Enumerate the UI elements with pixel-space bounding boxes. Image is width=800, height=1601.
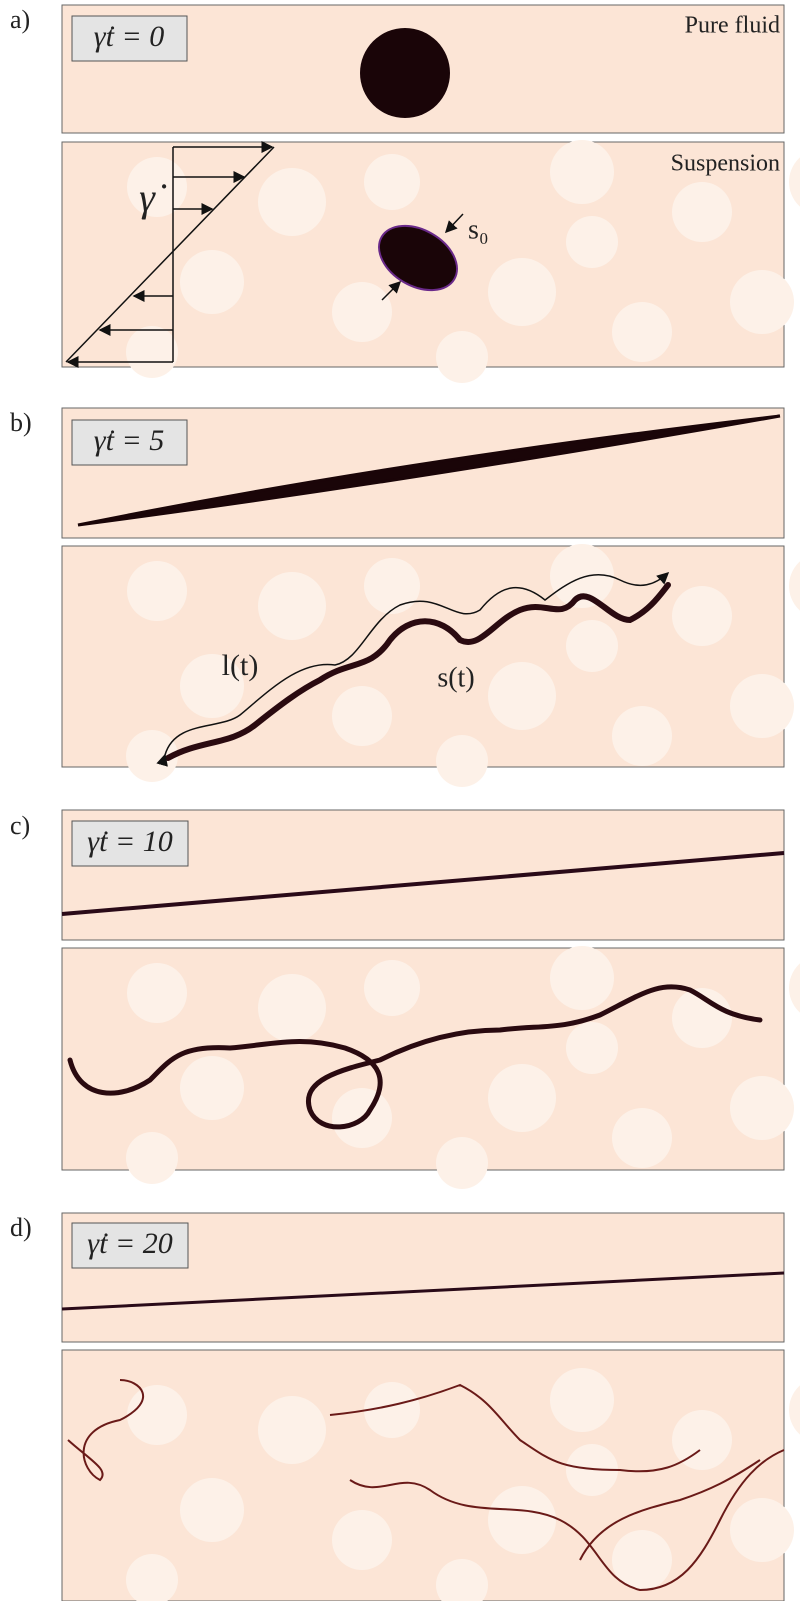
pure-label: Pure fluid xyxy=(685,13,780,39)
drop xyxy=(61,851,785,916)
thickness-label: s₀ xyxy=(468,214,489,245)
panel-b: b) γ̇t = 5 l(t) s(t) xyxy=(10,407,800,787)
panel-c: c) γ̇t = 10 xyxy=(10,809,800,1189)
panel-label: d) xyxy=(10,1213,32,1242)
panel-d: d) γ̇t = 20 xyxy=(10,1212,800,1601)
panel-label: c) xyxy=(10,811,30,840)
thickness-label: s(t) xyxy=(437,662,474,693)
time-label: γ̇t = 5 xyxy=(94,424,164,457)
time-label: γ̇t = 0 xyxy=(94,20,164,53)
time-box xyxy=(71,820,189,867)
drop xyxy=(378,224,458,292)
panel-label: a) xyxy=(10,5,30,34)
suspension-frame xyxy=(61,1349,785,1601)
shear-profile xyxy=(65,141,464,368)
time-label: γ̇t = 20 xyxy=(87,1227,172,1260)
time-box xyxy=(71,15,188,62)
time-box xyxy=(71,1222,189,1269)
drop xyxy=(360,28,450,118)
panel-label: b) xyxy=(10,408,32,437)
drop xyxy=(61,1271,785,1311)
time-box xyxy=(71,419,188,466)
length-outline xyxy=(156,571,670,767)
drop xyxy=(67,1379,785,1592)
length-label: l(t) xyxy=(222,649,259,682)
drop xyxy=(67,984,763,1130)
panel-a: a) γ̇t = 0 Pure fluid γ̇ Suspension s₀ xyxy=(10,4,800,383)
drop xyxy=(77,414,781,527)
suspension-label: Suspension xyxy=(671,151,780,177)
time-label: γ̇t = 10 xyxy=(87,825,172,858)
